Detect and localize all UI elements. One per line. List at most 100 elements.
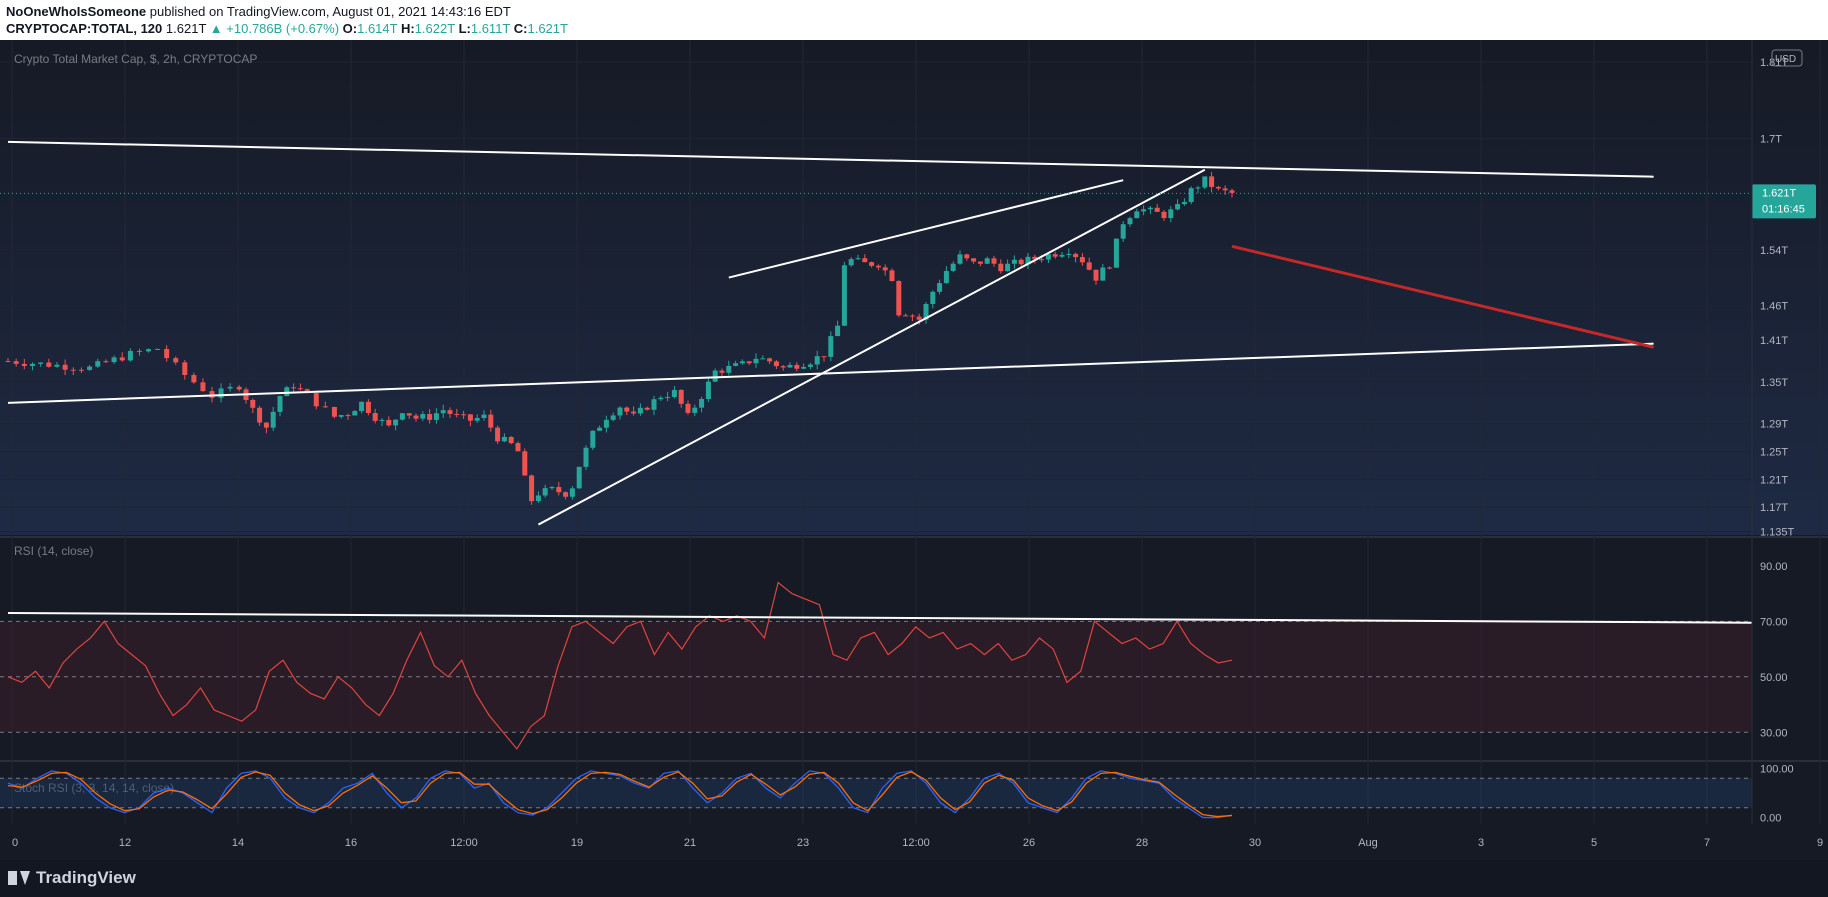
candle-body (218, 388, 224, 398)
candle-body (909, 315, 915, 317)
high-value: 1.622T (414, 21, 455, 36)
candle-body (173, 358, 179, 363)
candle-body (420, 414, 426, 419)
candle-body (54, 364, 60, 367)
candle-body (583, 447, 589, 467)
chart-canvas[interactable]: 0 12 14 16 12:00 19 21 23 12:00 26 28 30 Aug 3 5 7 91.81… (0, 40, 1828, 860)
candle-body (1079, 257, 1085, 263)
candle-body (896, 281, 902, 316)
candle-body (862, 258, 868, 263)
candle-body (467, 414, 473, 421)
candle-body (1066, 253, 1072, 255)
candle-body (155, 348, 161, 350)
candle-body (1073, 253, 1079, 258)
candle-body (1025, 256, 1031, 265)
publish-line: NoOneWhoIsSomeone published on TradingVi… (6, 4, 511, 19)
candle-body (991, 258, 997, 264)
candle-body (556, 487, 562, 493)
candle-body (488, 414, 494, 428)
candle-body (719, 370, 725, 373)
candle-body (379, 419, 385, 421)
low-label: L: (458, 21, 471, 36)
rsi-y-tick-label: 70.00 (1760, 616, 1788, 628)
candle-body (903, 315, 909, 317)
main-pane-bg (0, 40, 1828, 535)
rsi-trend-line (7, 612, 1753, 624)
candle-body (1018, 259, 1024, 265)
candle-body (828, 336, 834, 357)
candle-body (182, 362, 188, 376)
y-tick-label: 1.135T (1760, 527, 1795, 539)
author-name[interactable]: NoOneWhoIsSomeone (6, 4, 147, 19)
candle-body (848, 259, 854, 266)
candle-body (590, 430, 596, 448)
candle-body (1202, 176, 1208, 188)
rsi-band (0, 621, 1752, 733)
candle-body (1045, 254, 1051, 260)
candle-body (1154, 207, 1160, 212)
candle-body (821, 356, 827, 358)
candle-body (943, 270, 949, 284)
candle-body (297, 388, 303, 390)
candle-body (631, 411, 637, 414)
candle-body (726, 365, 732, 373)
candle-body (13, 361, 19, 364)
candle-body (427, 414, 433, 420)
candle-body (658, 397, 664, 400)
y-tick-label: 1.35T (1760, 377, 1788, 389)
candle-body (1039, 259, 1045, 261)
publish-header: NoOneWhoIsSomeone published on TradingVi… (0, 0, 1828, 40)
tradingview-logo[interactable]: TradingView (8, 868, 136, 888)
x-tick-label: 3 (1478, 837, 1484, 849)
candle-body (923, 303, 929, 320)
candle-body (284, 387, 290, 397)
footer-bar: TradingView (0, 860, 1828, 897)
candle-body (257, 407, 263, 423)
candle-body (322, 406, 328, 408)
candle-body (313, 393, 319, 407)
candle-body (1127, 218, 1133, 225)
candle-body (1005, 263, 1011, 272)
candle-body (950, 263, 956, 271)
candle-body (236, 386, 242, 390)
y-tick-label: 1.54T (1760, 245, 1788, 257)
candle-body (62, 364, 68, 370)
candle-body (146, 349, 152, 352)
tradingview-logo-icon (8, 871, 30, 885)
candle-body (1011, 259, 1017, 264)
candle-body (746, 361, 752, 364)
rsi-y-tick-label: 30.00 (1760, 727, 1788, 739)
y-tick-label: 1.17T (1760, 502, 1788, 514)
countdown-label: 01:16:45 (1762, 203, 1805, 215)
candle-body (1052, 254, 1058, 257)
candle-body (964, 254, 970, 259)
candle-body (542, 488, 548, 496)
candle-body (21, 363, 27, 366)
candle-body (440, 410, 446, 414)
candle-body (875, 265, 881, 268)
candle-body (127, 350, 133, 361)
candle-body (338, 415, 344, 417)
last-price-tag (1752, 184, 1816, 219)
candle-body (1141, 209, 1147, 212)
candle-body (1209, 176, 1215, 187)
candle-body (617, 407, 623, 416)
candle-body (835, 325, 841, 337)
candle-body (692, 407, 698, 413)
candle-body (665, 396, 671, 398)
candle-body (1032, 256, 1038, 260)
candle-body (841, 265, 847, 326)
x-tick-label: 12 (119, 837, 131, 849)
candle-body (365, 401, 371, 414)
candle-body (705, 381, 711, 399)
candle-body (624, 407, 630, 412)
candle-body (1100, 267, 1106, 281)
x-tick-label: 21 (684, 837, 696, 849)
stoch-y-tick-label: 100.00 (1760, 763, 1794, 775)
candle-body (1093, 269, 1099, 281)
candle-body (610, 415, 616, 420)
candle-body (399, 413, 405, 420)
candle-body (739, 361, 745, 364)
rsi-y-tick-label: 50.00 (1760, 672, 1788, 684)
candle-body (916, 316, 922, 320)
